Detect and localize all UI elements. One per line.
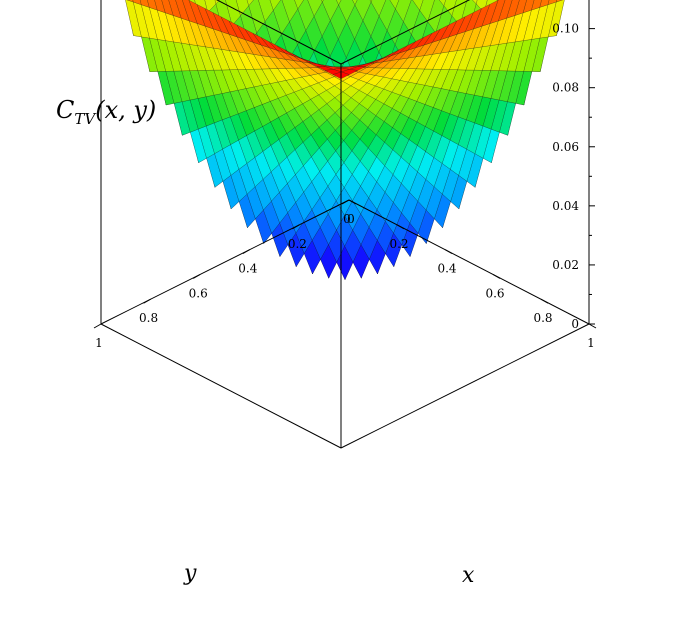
axis-tick [292,224,300,230]
y-tick-label: 1 [587,336,595,350]
box-edge [100,199,350,325]
surface [125,0,565,281]
surface-patch [555,0,564,3]
axis-tick [143,298,151,304]
surface-patch [161,0,174,16]
z-tick-label: 0.02 [552,258,579,272]
surface-patch [147,0,158,11]
tick-labels: 00.020.040.060.080.100.1200.20.40.60.810… [95,22,595,350]
box-edge [348,199,590,325]
surface-patch [139,0,150,8]
y-tick-label: 0.2 [389,237,408,251]
x-tick-label: 0.4 [238,262,257,276]
surface-patch [126,0,134,3]
box-edge [216,0,342,65]
axis-tick [93,323,102,329]
axis-tick [492,273,501,279]
surface-patch [506,0,520,19]
x-tick-label: 0 [343,212,351,226]
bounding-box [100,0,590,449]
axis-tick [588,323,597,329]
axis-tick [192,273,201,279]
z-axis-title: CTV(x, y) [56,96,156,128]
y-tick-label: 0 [347,212,355,226]
box-edge [100,323,342,449]
y-tick-label: 0.6 [485,286,504,300]
z-tick-label: 0.06 [552,140,579,154]
surface-patch [154,0,166,14]
box-edge [340,323,590,449]
surface-patch [175,0,190,22]
axis-tick [396,224,405,230]
axis-ticks [93,28,597,329]
axis-tick [242,249,251,255]
z-tick-label: 0.08 [552,81,579,95]
surface-patch [168,0,182,19]
surface-patch [514,0,527,16]
x-tick-label: 1 [95,336,103,350]
x-axis-title: x [462,563,475,588]
surface-patch [547,0,557,6]
box-edge [340,0,471,65]
x-tick-label: 0.6 [189,286,208,300]
axis-tick [348,199,357,205]
y-tick-label: 0.4 [437,262,456,276]
z-tick-label: 0.10 [552,22,579,36]
axis-tick [540,298,549,304]
surface-patch [531,0,542,11]
surface-patch [539,0,550,8]
y-tick-label: 0.8 [533,311,552,325]
x-tick-label: 0.2 [288,237,307,251]
surface-patch [522,0,535,14]
surface-patch [497,0,513,22]
x-tick-label: 0.8 [139,311,158,325]
axis-tick [341,199,350,205]
z-tick-label: 0.04 [552,199,579,213]
z-tick-label: 0 [571,317,579,331]
y-axis-title: y [183,561,197,586]
axis-tick [444,249,453,255]
surface-patch [132,0,142,6]
